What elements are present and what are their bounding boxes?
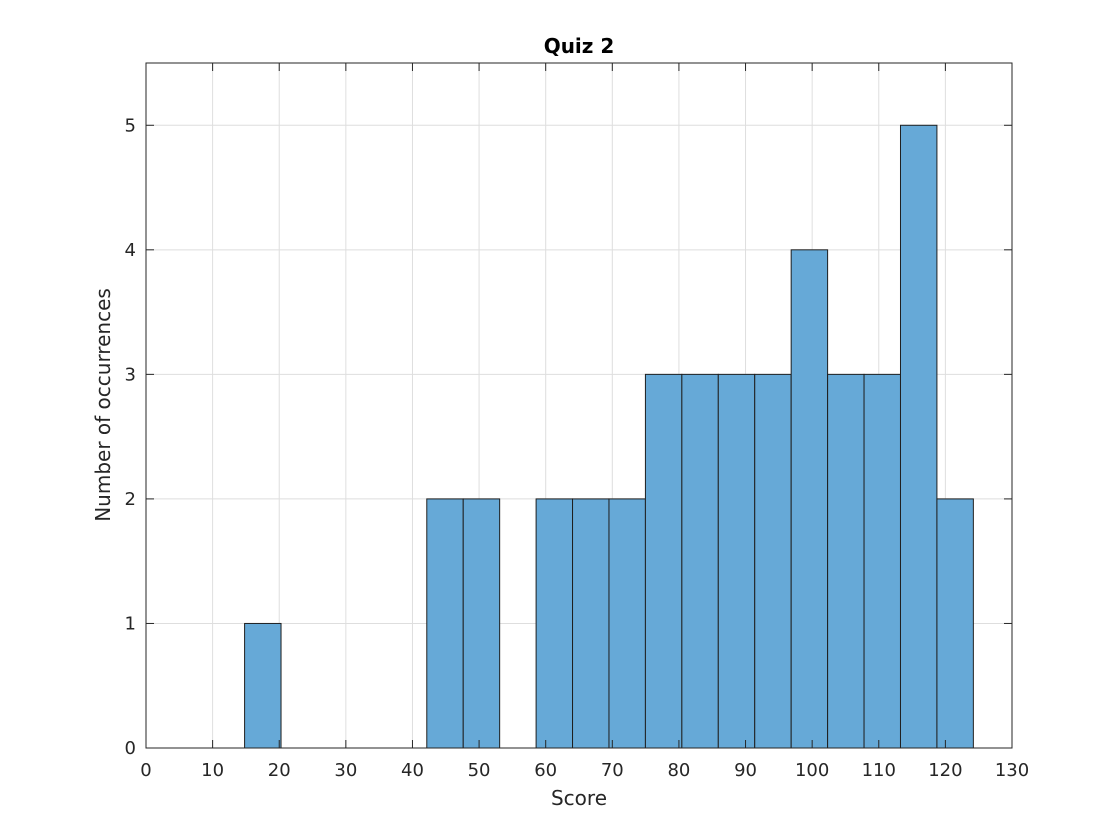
- bars: [244, 124, 974, 749]
- x-tick-label: 70: [601, 760, 624, 781]
- histogram-bar: [899, 124, 938, 749]
- histogram-bar: [827, 373, 865, 749]
- histogram-bar: [608, 498, 646, 749]
- y-tick-label: 3: [125, 364, 136, 385]
- histogram-bar: [754, 373, 792, 749]
- x-tick-label: 120: [928, 760, 962, 781]
- histogram-bar: [644, 373, 683, 749]
- histogram-bar: [863, 373, 901, 749]
- histogram-bar: [426, 498, 464, 749]
- chart-title: Quiz 2: [544, 34, 615, 58]
- x-tick-label: 10: [201, 760, 224, 781]
- x-tick-label: 0: [140, 760, 151, 781]
- y-tick-label: 0: [125, 738, 136, 759]
- histogram-bar: [535, 498, 574, 749]
- y-tick-label: 4: [125, 240, 136, 261]
- y-axis-label: Number of occurrences: [91, 288, 115, 522]
- histogram-bar: [717, 373, 756, 749]
- y-tick-label: 1: [125, 613, 136, 634]
- x-tick-label: 90: [734, 760, 757, 781]
- histogram-bar: [462, 498, 501, 749]
- x-tick-label: 80: [667, 760, 690, 781]
- x-tick-labels: 0 10 20 30 40 50 60 70 80 90 100 110 120 130: [140, 760, 1029, 781]
- x-tick-label: 110: [862, 760, 896, 781]
- histogram-bar: [681, 373, 719, 749]
- x-tick-label: 40: [401, 760, 424, 781]
- x-tick-label: 20: [268, 760, 291, 781]
- axes-box: [145, 62, 1013, 749]
- histogram-bar: [790, 249, 829, 749]
- histogram-bar: [936, 498, 974, 749]
- y-tick-label: 5: [125, 115, 136, 136]
- x-tick-label: 50: [468, 760, 491, 781]
- y-tick-label: 2: [125, 489, 136, 510]
- x-axis-label: Score: [551, 786, 607, 810]
- histogram-bar: [244, 622, 282, 749]
- x-tick-label: 130: [995, 760, 1029, 781]
- x-tick-label: 30: [334, 760, 357, 781]
- x-tick-label: 60: [534, 760, 557, 781]
- axes: [145, 62, 1013, 749]
- histogram-bar: [572, 498, 610, 749]
- x-tick-label: 100: [795, 760, 829, 781]
- y-tick-labels: 0 1 2 3 4 5: [125, 115, 136, 759]
